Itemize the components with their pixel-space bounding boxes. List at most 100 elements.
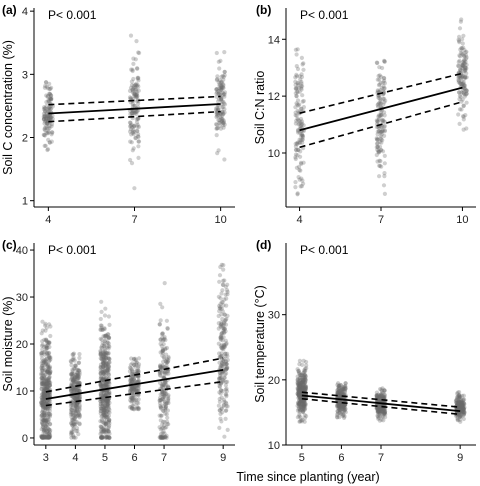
p-value-annotation-b: P< 0.001 (300, 8, 349, 22)
data-point (41, 411, 46, 416)
data-point (133, 93, 138, 98)
data-point (42, 411, 47, 416)
data-point (131, 129, 136, 134)
data-point (299, 161, 304, 166)
x-tick-label: 6 (338, 452, 344, 464)
data-point (133, 83, 138, 88)
data-point (129, 132, 134, 137)
data-point (47, 364, 53, 369)
data-point (101, 369, 106, 374)
data-point (70, 371, 75, 376)
data-point (129, 161, 135, 166)
data-point (335, 390, 340, 395)
data-point (461, 416, 466, 422)
data-point (47, 381, 52, 386)
ci-upper-line-a (48, 95, 221, 106)
data-point (136, 155, 141, 160)
data-point (46, 371, 52, 376)
data-point (72, 422, 77, 428)
data-point (159, 332, 165, 337)
data-point (136, 132, 141, 137)
data-point (131, 146, 136, 151)
data-point (43, 394, 48, 399)
data-point (377, 82, 382, 87)
data-point (74, 405, 79, 410)
data-point (293, 82, 298, 88)
data-point (71, 422, 76, 427)
data-point (44, 124, 49, 129)
data-point (43, 383, 48, 388)
data-point (219, 291, 224, 296)
data-point (47, 355, 52, 360)
data-point (47, 383, 53, 388)
data-point (45, 409, 50, 414)
data-point (375, 144, 380, 149)
data-point (40, 434, 45, 439)
regression-line-a (48, 103, 221, 115)
data-point (45, 352, 50, 357)
data-point (47, 414, 53, 419)
data-point (460, 37, 465, 42)
data-point (381, 86, 386, 91)
data-point (136, 84, 141, 89)
data-point (68, 358, 73, 364)
data-point (70, 386, 75, 391)
data-point (47, 374, 52, 379)
data-point (44, 420, 49, 425)
x-tick-label: 7 (378, 214, 384, 226)
data-point (47, 411, 52, 417)
data-point (39, 400, 44, 405)
data-point (41, 365, 46, 370)
data-point (46, 392, 51, 397)
data-point (45, 86, 50, 91)
data-point (46, 378, 51, 383)
data-point (102, 421, 107, 426)
data-point (134, 89, 139, 94)
data-point (217, 408, 222, 413)
data-point (68, 372, 74, 377)
data-point (42, 413, 47, 418)
data-point (376, 150, 381, 155)
data-point (73, 396, 78, 401)
data-point (48, 115, 53, 120)
data-point (456, 63, 461, 68)
data-point (39, 366, 44, 371)
panel-label-c: (c) (2, 238, 17, 252)
data-point (459, 79, 464, 84)
data-point (295, 108, 300, 113)
data-point (45, 434, 51, 439)
data-point (294, 74, 299, 79)
data-point (39, 384, 45, 389)
data-point (49, 106, 54, 111)
data-point (458, 69, 463, 74)
data-point (69, 371, 75, 376)
data-point (41, 435, 47, 440)
data-point (40, 435, 45, 440)
data-point (45, 339, 50, 344)
data-point (342, 407, 347, 412)
data-point (132, 385, 137, 390)
data-point (73, 413, 78, 418)
data-point (296, 164, 302, 169)
data-point (100, 434, 105, 439)
data-point (375, 132, 380, 137)
data-point (76, 368, 81, 373)
x-tick-label: 5 (299, 452, 305, 464)
data-point (457, 74, 462, 79)
data-point (44, 117, 49, 122)
data-point (76, 388, 81, 393)
data-point (77, 396, 82, 401)
data-point (42, 403, 47, 409)
data-point (43, 386, 48, 391)
data-point (43, 344, 49, 349)
data-point (45, 385, 50, 390)
data-point (376, 102, 381, 107)
data-point (214, 91, 219, 96)
data-point (459, 17, 464, 22)
data-point (218, 91, 223, 96)
data-point (458, 94, 463, 100)
data-point (39, 413, 45, 418)
data-point (464, 91, 469, 96)
data-point (39, 376, 44, 381)
